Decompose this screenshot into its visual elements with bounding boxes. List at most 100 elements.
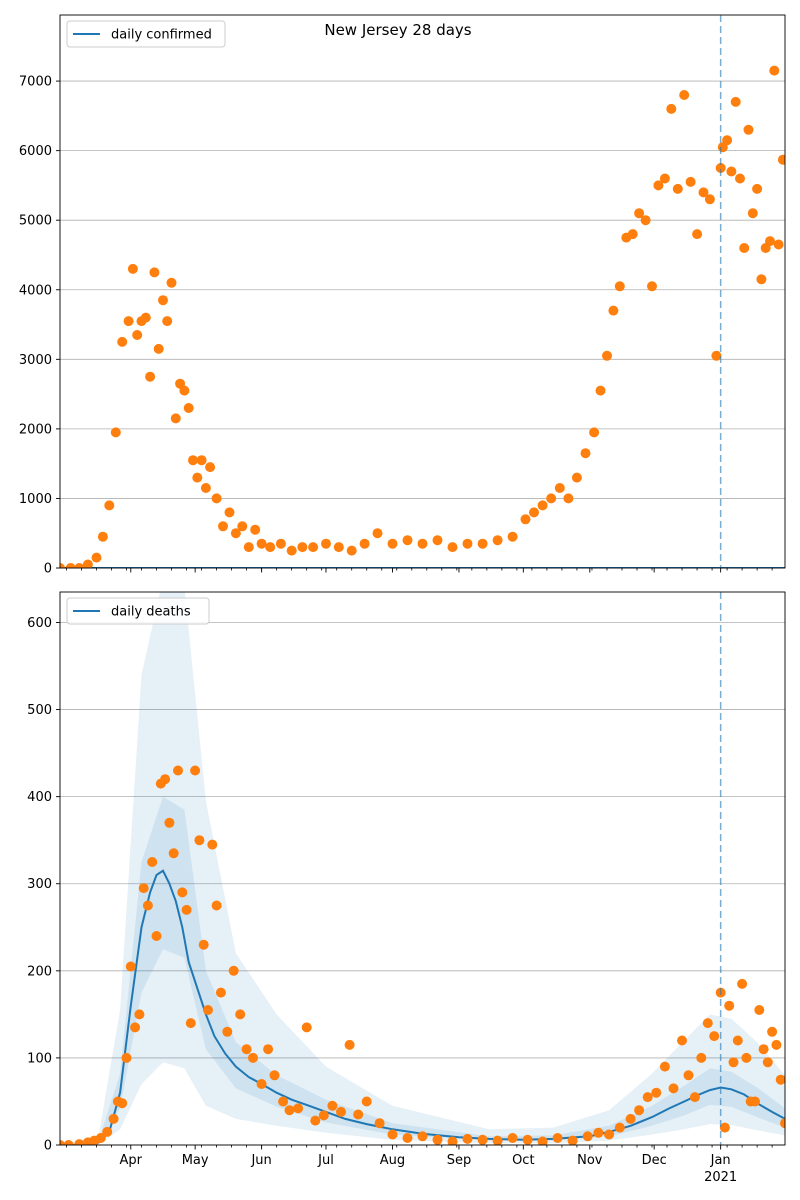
confirmed-data-point	[346, 545, 357, 556]
confirmed-legend-label: daily confirmed	[111, 28, 212, 43]
deaths-xtick-label: Sep	[447, 1153, 472, 1168]
deaths-data-point	[604, 1129, 615, 1140]
deaths-data-point	[387, 1129, 398, 1140]
confirmed-data-point	[715, 163, 726, 173]
confirmed-data-point	[614, 281, 625, 292]
deaths-data-point	[168, 848, 179, 859]
deaths-xtick-label: Apr	[120, 1153, 143, 1168]
confirmed-data-point	[372, 528, 383, 539]
confirmed-data-point	[297, 542, 308, 553]
deaths-data-point	[780, 1118, 785, 1129]
deaths-data-point	[344, 1039, 355, 1050]
deaths-data-point	[659, 1061, 670, 1072]
confirmed-data-point	[230, 528, 241, 539]
deaths-data-point	[190, 765, 201, 776]
deaths-data-point	[728, 1057, 739, 1068]
confirmed-data-point	[97, 531, 108, 542]
deaths-plot-area	[60, 592, 785, 1145]
confirmed-ytick-label: 6000	[19, 144, 52, 159]
deaths-data-point	[318, 1110, 329, 1121]
confirmed-data-point	[653, 180, 664, 191]
deaths-data-point	[625, 1113, 636, 1124]
confirmed-data-point	[250, 524, 261, 535]
deaths-data-point	[181, 904, 192, 915]
confirmed-data-point	[127, 263, 138, 274]
deaths-data-point	[222, 1026, 233, 1037]
deaths-data-point	[256, 1079, 267, 1089]
deaths-data-point	[567, 1135, 578, 1145]
confirmed-data-point	[158, 295, 168, 306]
deaths-legend-label: daily deaths	[111, 605, 191, 620]
deaths-data-point	[614, 1122, 625, 1133]
deaths-data-point	[353, 1109, 364, 1120]
deaths-data-point	[696, 1052, 707, 1063]
confirmed-data-point	[432, 535, 443, 546]
confirmed-data-point	[602, 350, 612, 361]
confirmed-data-point	[477, 538, 488, 549]
deaths-data-point	[336, 1106, 346, 1117]
deaths-xtick-label: Dec	[642, 1153, 667, 1168]
confirmed-ytick-label: 7000	[19, 75, 52, 90]
deaths-data-point	[724, 1000, 735, 1011]
deaths-data-point	[63, 1140, 74, 1145]
deaths-ytick-label: 400	[27, 790, 52, 805]
confirmed-data-point	[608, 305, 619, 316]
deaths-data-point	[462, 1133, 473, 1144]
confirmed-data-point	[722, 135, 733, 146]
confirmed-data-point	[243, 542, 254, 553]
deaths-data-point	[95, 1133, 106, 1143]
deaths-data-point	[142, 900, 153, 911]
confirmed-data-point	[685, 176, 696, 187]
confirmed-data-point	[256, 538, 267, 549]
confirmed-data-point	[132, 330, 143, 340]
confirmed-data-point	[218, 521, 228, 532]
deaths-data-point	[737, 978, 748, 989]
deaths-ytick-label: 0	[44, 1139, 52, 1154]
deaths-data-point	[203, 1005, 213, 1015]
confirmed-data-point	[179, 385, 190, 396]
deaths-data-point	[151, 931, 162, 941]
deaths-data-point	[634, 1105, 645, 1116]
deaths-data-point	[138, 883, 149, 894]
deaths-data-point	[117, 1098, 128, 1109]
confirmed-data-point	[117, 336, 128, 347]
confirmed-data-point	[200, 483, 211, 493]
deaths-data-point	[60, 1140, 65, 1145]
deaths-data-point	[492, 1135, 503, 1145]
deaths-data-point	[241, 1044, 252, 1055]
confirmed-data-point	[765, 236, 775, 247]
deaths-panel: 0 100 200 300 400 500 600 Apr May Jun Jul Aug Sep Oct…	[27, 591, 786, 1185]
confirmed-data-point	[777, 154, 785, 165]
confirmed-data-point	[711, 350, 722, 361]
confirmed-data-point	[704, 194, 715, 205]
confirmed-data-point	[529, 507, 539, 518]
confirmed-data-point	[756, 274, 767, 285]
confirmed-data-point	[546, 493, 557, 504]
deaths-data-point	[235, 1009, 246, 1020]
deaths-data-point	[762, 1057, 773, 1068]
deaths-data-point	[689, 1092, 700, 1103]
deaths-data-point	[552, 1133, 563, 1143]
deaths-ytick-label: 100	[27, 1051, 52, 1066]
deaths-data-point	[750, 1096, 760, 1107]
confirmed-data-point	[627, 229, 638, 240]
confirmed-data-point	[563, 493, 574, 504]
deaths-data-point	[651, 1087, 662, 1098]
deaths-data-point	[732, 1035, 743, 1046]
confirmed-data-point	[74, 563, 85, 568]
deaths-data-point	[507, 1133, 518, 1143]
deaths-xtick-label: Nov	[577, 1153, 603, 1168]
deaths-data-point	[248, 1052, 258, 1063]
confirmed-data-point	[743, 124, 754, 135]
deaths-data-point	[207, 839, 218, 850]
confirmed-data-point	[537, 500, 548, 511]
deaths-data-point	[125, 961, 136, 972]
confirmed-legend	[66, 20, 226, 48]
confirmed-ytick-label: 5000	[19, 214, 52, 229]
deaths-data-point	[537, 1136, 548, 1145]
confirmed-data-point	[82, 559, 93, 568]
confirmed-data-point	[65, 563, 76, 568]
deaths-data-point	[702, 1018, 713, 1029]
confirmed-data-point	[110, 427, 121, 438]
confirmed-data-point	[447, 542, 458, 553]
